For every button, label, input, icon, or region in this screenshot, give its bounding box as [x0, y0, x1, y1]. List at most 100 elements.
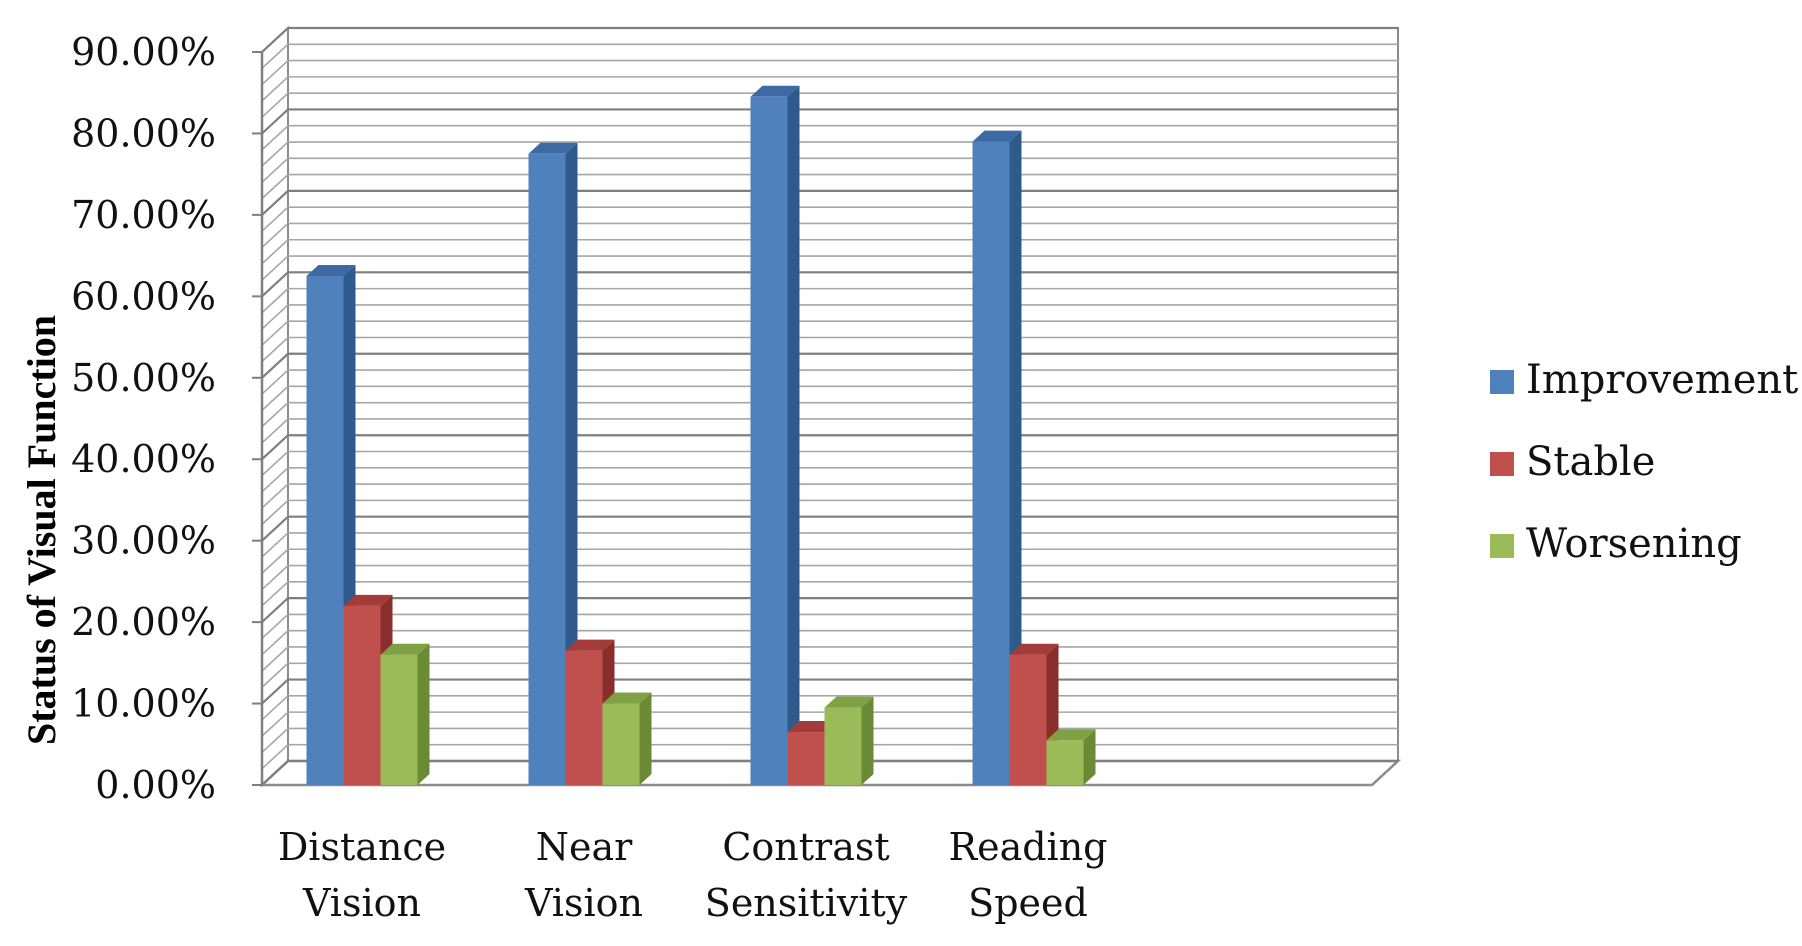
- minor-gridline: [261, 369, 1398, 395]
- legend-label: Improvement: [1526, 357, 1798, 403]
- x-tick-label: Near: [536, 825, 633, 869]
- bar-top: [972, 130, 1022, 142]
- x-tick-label: Sensitivity: [705, 881, 908, 925]
- bar-front: [787, 732, 825, 785]
- bar-side: [565, 142, 578, 786]
- minor-gridline: [261, 466, 1398, 493]
- bar-top: [750, 85, 800, 97]
- bar-front: [380, 654, 418, 785]
- minor-gridline: [261, 92, 1398, 118]
- y-tick-label: 10.00%: [71, 682, 216, 726]
- bar-front: [972, 141, 1010, 786]
- y-tick-label: 20.00%: [71, 600, 216, 644]
- legend-item-worsening: Worsening: [1490, 521, 1742, 567]
- y-tick-label: 40.00%: [71, 437, 216, 481]
- back-wall: [287, 27, 1399, 762]
- bar-front: [1046, 740, 1084, 785]
- bar-side: [1083, 729, 1096, 785]
- major-gridline: [261, 271, 1398, 298]
- bar-side: [1009, 130, 1022, 786]
- minor-gridline: [261, 206, 1398, 232]
- x-tick-label: Reading: [948, 825, 1107, 869]
- bar-front: [306, 275, 344, 785]
- minor-gridline: [261, 222, 1398, 249]
- bar-top: [528, 142, 578, 154]
- legend-label: Stable: [1526, 439, 1655, 485]
- x-tick-label: Vision: [302, 881, 421, 925]
- bar-top: [380, 643, 430, 655]
- y-tick-label: 60.00%: [71, 274, 216, 318]
- minor-gridline: [261, 255, 1398, 281]
- minor-gridline: [261, 385, 1398, 411]
- minor-gridline: [261, 320, 1398, 346]
- bar-front: [602, 703, 640, 785]
- major-gridline: [261, 189, 1398, 216]
- y-tick-label: 80.00%: [71, 111, 216, 155]
- legend-item-improvement: Improvement: [1490, 357, 1798, 403]
- minor-gridline: [261, 238, 1398, 265]
- minor-gridline: [261, 336, 1398, 363]
- bar-top: [1046, 729, 1096, 741]
- bar-side: [639, 692, 652, 785]
- bar-worsening-2: [824, 696, 874, 785]
- bar-front: [528, 153, 566, 786]
- minor-gridline: [261, 287, 1398, 314]
- y-axis-title: Status of Visual Function: [19, 315, 64, 745]
- minor-gridline: [261, 613, 1398, 639]
- major-gridline: [261, 515, 1398, 542]
- y-tick-label: 50.00%: [71, 356, 216, 400]
- bar-side: [787, 85, 800, 786]
- major-gridline: [261, 108, 1398, 135]
- minor-gridline: [261, 548, 1398, 574]
- minor-gridline: [261, 532, 1398, 558]
- bar-top: [565, 639, 615, 651]
- y-tick-label: 30.00%: [71, 519, 216, 563]
- chart-walls: [258, 25, 1402, 788]
- minor-gridline: [261, 141, 1398, 167]
- minor-gridline: [261, 499, 1398, 525]
- minor-gridline: [261, 157, 1398, 183]
- bar-improvement-1: [528, 142, 578, 786]
- bar-top: [306, 264, 356, 276]
- bar-top: [343, 594, 393, 606]
- major-gridline: [261, 597, 1398, 623]
- legend: Improvement Stable Worsening: [1490, 357, 1798, 567]
- x-tick-label: Speed: [968, 881, 1088, 925]
- bar-worsening-3: [1046, 729, 1096, 785]
- minor-gridline: [261, 629, 1398, 656]
- bar-front: [750, 96, 788, 786]
- bar-front: [1009, 654, 1047, 785]
- minor-gridline: [261, 418, 1398, 444]
- minor-gridline: [261, 173, 1398, 200]
- bar-worsening-1: [602, 692, 652, 785]
- y-tick-label: 90.00%: [71, 30, 216, 74]
- legend-label: Worsening: [1526, 521, 1742, 567]
- minor-gridline: [261, 76, 1398, 102]
- x-tick-label: Contrast: [722, 825, 889, 869]
- legend-swatch: [1490, 370, 1514, 394]
- minor-gridline: [261, 450, 1398, 477]
- major-gridline: [261, 26, 1398, 53]
- major-gridline: [261, 434, 1398, 461]
- bar-side: [417, 643, 430, 785]
- minor-gridline: [261, 304, 1398, 330]
- legend-swatch: [1490, 452, 1514, 476]
- bar-front: [824, 707, 862, 785]
- minor-gridline: [261, 483, 1398, 509]
- y-tick-label: 0.00%: [95, 763, 216, 807]
- bar-top: [787, 721, 837, 733]
- major-gridline: [261, 352, 1398, 379]
- legend-swatch: [1490, 534, 1514, 558]
- bar-worsening-0: [380, 643, 430, 785]
- bar-front: [565, 650, 603, 785]
- bar-front: [343, 605, 381, 785]
- x-tick-label: Vision: [524, 881, 643, 925]
- y-axis: 0.00% 10.00% 20.00% 30.00% 40.00% 50.00% 60.00…: [71, 30, 264, 807]
- bars: [306, 85, 1096, 786]
- minor-gridline: [261, 581, 1398, 607]
- minor-gridline: [261, 43, 1398, 69]
- minor-gridline: [261, 124, 1398, 151]
- y-tick-label: 70.00%: [71, 193, 216, 237]
- x-axis: Distance Vision Near Vision Contrast Sensitiv…: [278, 825, 1108, 925]
